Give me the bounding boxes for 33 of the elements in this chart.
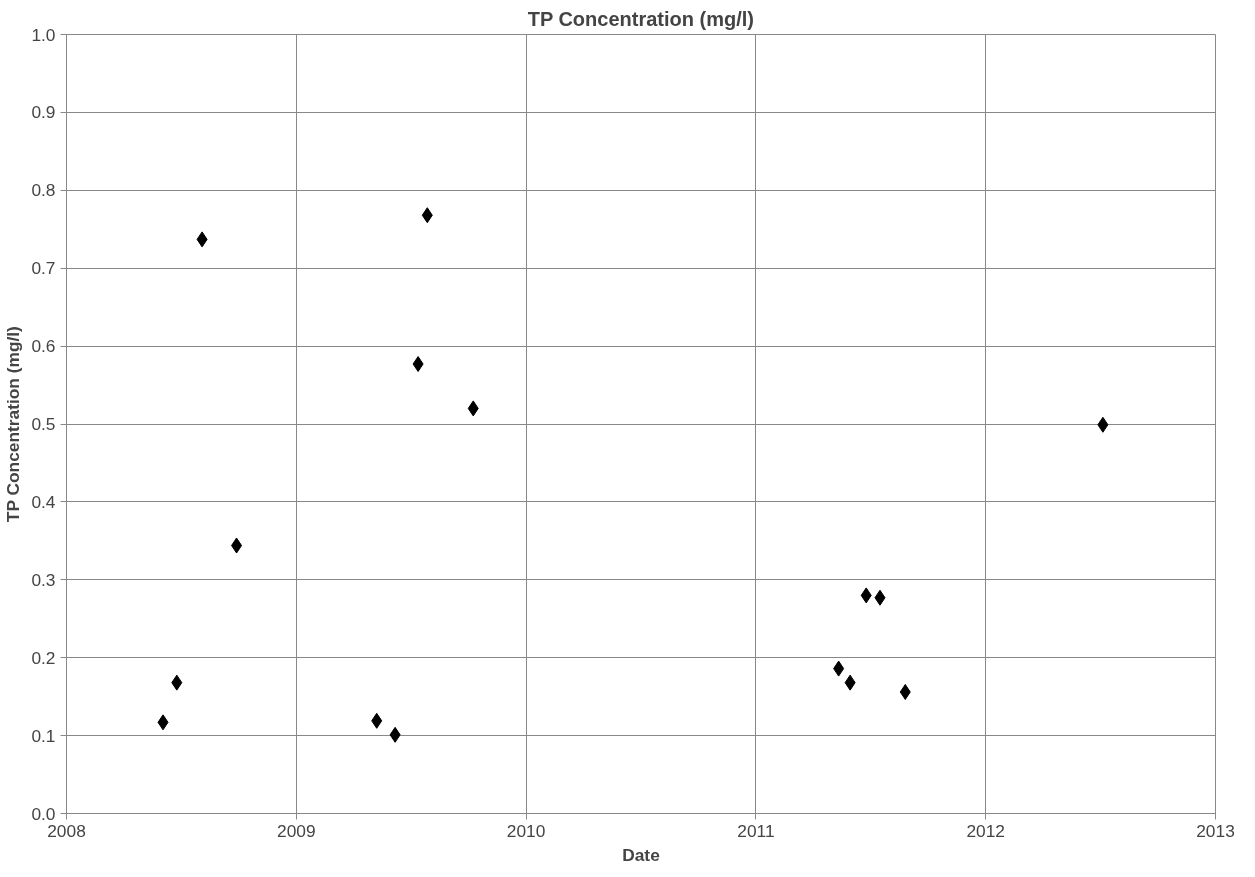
point (371, 712, 383, 729)
y-tick-label: 0.2 (31, 647, 56, 668)
y-tick-label: 0.9 (31, 102, 56, 123)
x-tick-label: 2013 (1196, 820, 1235, 841)
point (196, 231, 208, 248)
point (421, 207, 433, 224)
x-axis-title: Date (622, 844, 661, 865)
y-tick-label: 1.0 (31, 24, 56, 45)
point (412, 356, 424, 373)
point (844, 674, 856, 691)
y-axis-title: TP Concentration (mg/l) (3, 326, 24, 523)
y-tick-label: 0.1 (31, 725, 56, 746)
point (467, 400, 479, 417)
y-tick-label: 0.7 (31, 258, 56, 279)
y-tick-label: 0.3 (31, 569, 56, 590)
point (833, 660, 845, 677)
y-tick-label: 0.6 (31, 336, 56, 357)
x-tick-label: 2009 (277, 820, 316, 841)
point (1097, 416, 1109, 433)
point (899, 683, 911, 700)
chart-title: TP Concentration (mg/l) (527, 7, 754, 30)
y-tick-label: 0.8 (31, 180, 56, 201)
x-tick-label: 2010 (506, 820, 546, 841)
point (389, 726, 401, 743)
point (171, 674, 183, 691)
point (874, 589, 886, 606)
y-tick-label: 0.4 (31, 491, 56, 512)
x-tick-label: 2011 (737, 820, 775, 841)
x-tick-label: 2012 (966, 820, 1005, 841)
point (860, 587, 872, 604)
point (231, 537, 243, 554)
y-tick-label: 0.5 (31, 414, 56, 434)
point (157, 714, 169, 731)
